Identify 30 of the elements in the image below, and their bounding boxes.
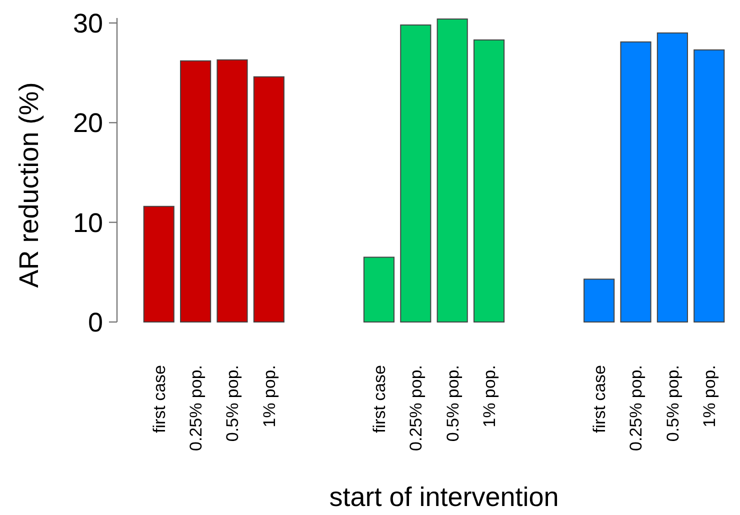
bar xyxy=(216,59,248,322)
bar xyxy=(620,41,652,322)
bar xyxy=(584,278,615,322)
x-tick-label: 1% pop. xyxy=(260,365,279,428)
x-tick-label: first case xyxy=(590,365,610,434)
bar xyxy=(253,76,284,322)
x-tick-label: 0.5% pop. xyxy=(223,365,242,442)
y-axis-title: AR reduction (%) xyxy=(14,82,44,288)
y-tick-label: 0 xyxy=(88,307,103,338)
y-tick-label: 30 xyxy=(72,8,103,38)
x-tick-label: first case xyxy=(150,365,169,434)
x-tick-label: 0.25% pop. xyxy=(626,365,646,452)
bar xyxy=(694,49,725,322)
x-tick-label: first case xyxy=(370,365,389,434)
y-tick-label: 10 xyxy=(72,208,103,238)
x-tick-label: 0.5% pop. xyxy=(663,365,682,442)
x-axis-title: start of intervention xyxy=(329,482,559,512)
x-tick-label: 1% pop. xyxy=(480,365,499,428)
bar xyxy=(143,206,174,322)
x-tick-label: 0.25% pop. xyxy=(406,365,426,452)
bar xyxy=(180,60,212,322)
y-tick-label: 20 xyxy=(72,108,103,138)
x-tick-label: 0.25% pop. xyxy=(186,365,206,452)
bar xyxy=(473,39,505,322)
x-tick-label: 1% pop. xyxy=(700,365,720,428)
bar xyxy=(400,24,432,322)
bar xyxy=(436,18,468,322)
bar xyxy=(363,256,395,322)
x-tick-label: 0.5% pop. xyxy=(443,365,462,442)
bar xyxy=(656,32,688,322)
